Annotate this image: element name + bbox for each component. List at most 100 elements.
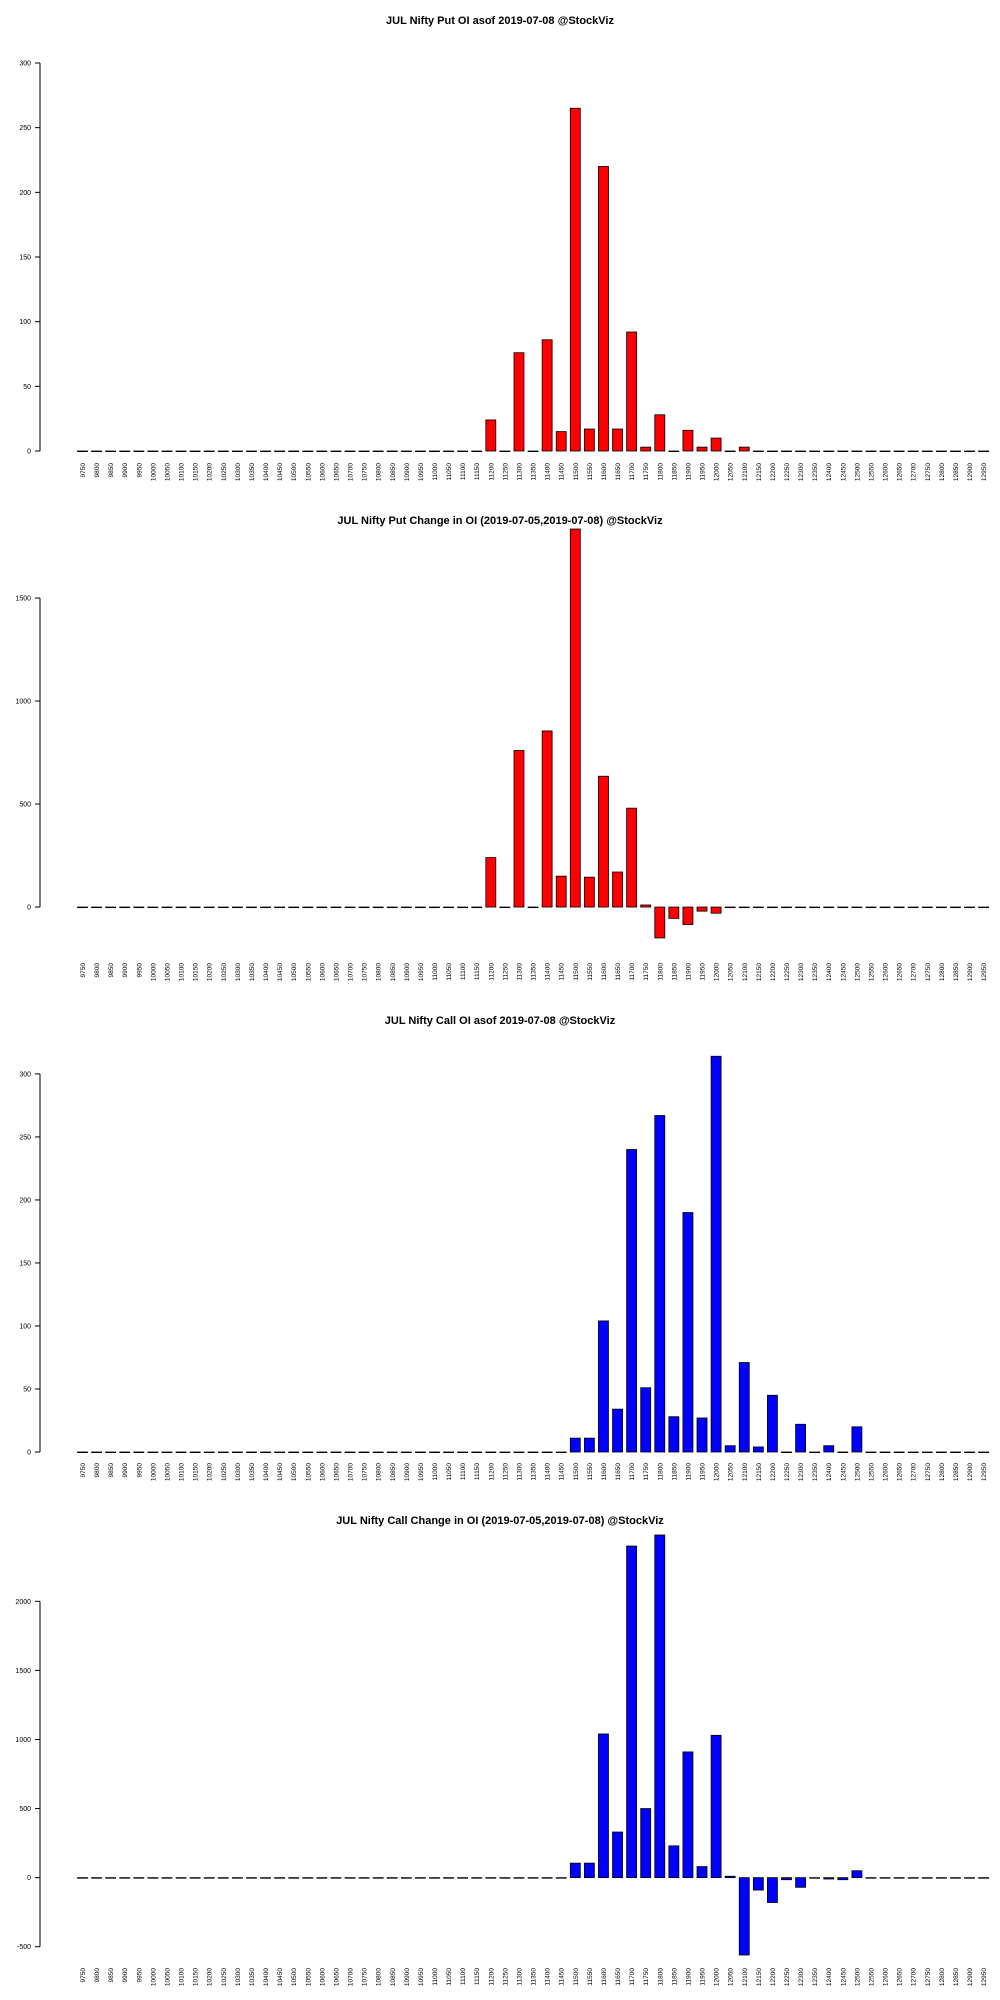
- bar-12200: [767, 906, 778, 909]
- bar-11600: [598, 1320, 609, 1453]
- x-tick-label: 12850: [953, 1463, 960, 1481]
- bar-10400: [260, 1877, 271, 1879]
- bar-10600: [316, 1877, 328, 1879]
- x-tick-label: 11700: [629, 1463, 636, 1481]
- x-tick-label: 11800: [657, 463, 664, 481]
- x-tick-label: 9750: [80, 963, 87, 978]
- x-tick-label: 12450: [840, 1463, 847, 1481]
- bar-12500: [851, 906, 863, 909]
- bar-11950: [696, 1417, 708, 1453]
- bar-12050: [724, 1445, 736, 1453]
- x-tick-label: 11700: [629, 1968, 636, 1986]
- bar-10600: [316, 450, 328, 453]
- bar-12700: [907, 1877, 919, 1879]
- bar-12650: [893, 906, 905, 909]
- x-tick-label: 11500: [573, 1463, 580, 1481]
- bar-12850: [950, 450, 961, 453]
- bar-10650: [330, 450, 342, 453]
- x-tick-label: 12400: [826, 463, 833, 481]
- bar-11200: [485, 857, 497, 908]
- x-tick-label: 11050: [446, 963, 453, 981]
- bar-12950: [978, 906, 990, 909]
- bar-12050: [724, 1875, 736, 1879]
- x-tick-label: 11050: [446, 1968, 453, 1986]
- x-tick-label: 10750: [362, 1968, 369, 1986]
- bar-11350: [527, 1451, 539, 1454]
- bar-12900: [964, 450, 975, 453]
- bar-10150: [189, 450, 201, 453]
- x-tick-label: 10400: [263, 1968, 270, 1986]
- chart-3: JUL Nifty Call OI asof 2019-07-08 @Stock…: [19, 1015, 990, 1481]
- bar-11200: [485, 1451, 497, 1454]
- x-tick-label: 12000: [714, 1463, 721, 1481]
- bar-9900: [119, 906, 131, 909]
- x-tick-label: 10300: [235, 1463, 242, 1481]
- bar-9950: [133, 450, 145, 453]
- x-tick-label: 12200: [770, 1968, 777, 1986]
- bar-10050: [161, 1877, 173, 1879]
- bar-11250: [499, 450, 511, 453]
- x-tick-label: 11450: [559, 1968, 566, 1986]
- x-tick-label: 12200: [770, 963, 777, 981]
- x-tick-label: 11950: [700, 963, 707, 981]
- x-tick-label: 12350: [812, 1463, 819, 1481]
- bar-11950: [696, 446, 708, 452]
- bar-10350: [246, 1877, 257, 1879]
- x-tick-label: 11150: [474, 1463, 481, 1480]
- y-tick-label: 0: [27, 449, 31, 456]
- bar-10050: [161, 906, 173, 909]
- x-tick-label: 10000: [150, 463, 157, 481]
- x-tick-label: 10500: [291, 1463, 298, 1481]
- y-tick-label: 1000: [15, 699, 31, 706]
- x-tick-label: 12400: [826, 1968, 833, 1986]
- bar-12100: [738, 1362, 750, 1453]
- bar-11650: [612, 871, 623, 908]
- x-tick-label: 10900: [404, 963, 411, 981]
- x-tick-label: 11350: [531, 963, 538, 981]
- bar-12600: [879, 450, 891, 453]
- x-tick-label: 12900: [967, 1463, 974, 1481]
- bar-12250: [781, 450, 792, 453]
- x-tick-label: 9900: [122, 463, 129, 478]
- x-tick-label: 12350: [812, 963, 819, 981]
- y-tick-label: 250: [19, 125, 31, 132]
- bar-10350: [246, 906, 257, 909]
- bar-11750: [640, 904, 652, 908]
- x-tick-label: 12450: [840, 463, 847, 481]
- x-tick-label: 11150: [474, 1968, 481, 1985]
- bar-12650: [893, 1877, 905, 1879]
- x-tick-label: 12800: [939, 963, 946, 981]
- x-tick-label: 12750: [925, 1968, 932, 1986]
- x-tick-label: 11700: [629, 963, 636, 981]
- x-tick-label: 11150: [474, 463, 481, 480]
- x-tick-label: 11150: [474, 963, 481, 980]
- x-tick-label: 11250: [502, 463, 509, 481]
- x-tick-label: 10700: [348, 1968, 355, 1986]
- x-tick-label: 10300: [235, 963, 242, 981]
- bar-11850: [668, 450, 680, 453]
- bar-10000: [147, 906, 159, 909]
- chart-title: JUL Nifty Call OI asof 2019-07-08 @Stock…: [385, 1015, 616, 1027]
- bar-11400: [541, 730, 553, 908]
- x-tick-label: 10850: [390, 1968, 397, 1986]
- bar-10750: [358, 906, 370, 909]
- chart-1: JUL Nifty Put OI asof 2019-07-08 @StockV…: [19, 15, 990, 481]
- y-tick-label: 2000: [15, 1599, 31, 1606]
- bar-10450: [274, 1451, 286, 1454]
- x-tick-label: 12650: [897, 1968, 904, 1986]
- x-tick-label: 10200: [207, 463, 214, 481]
- x-tick-label: 12900: [967, 963, 974, 981]
- x-tick-label: 10750: [362, 1463, 369, 1481]
- bar-10750: [358, 1877, 370, 1879]
- bar-11800: [654, 1534, 666, 1879]
- bar-11250: [499, 906, 511, 909]
- bar-12700: [907, 450, 919, 453]
- x-tick-label: 11200: [488, 1968, 495, 1986]
- x-tick-label: 10700: [348, 1463, 355, 1481]
- bar-12300: [795, 450, 806, 453]
- x-tick-label: 10450: [277, 1463, 284, 1481]
- x-tick-label: 10600: [319, 1968, 326, 1986]
- bar-10950: [415, 1877, 426, 1879]
- x-tick-label: 12800: [939, 1968, 946, 1986]
